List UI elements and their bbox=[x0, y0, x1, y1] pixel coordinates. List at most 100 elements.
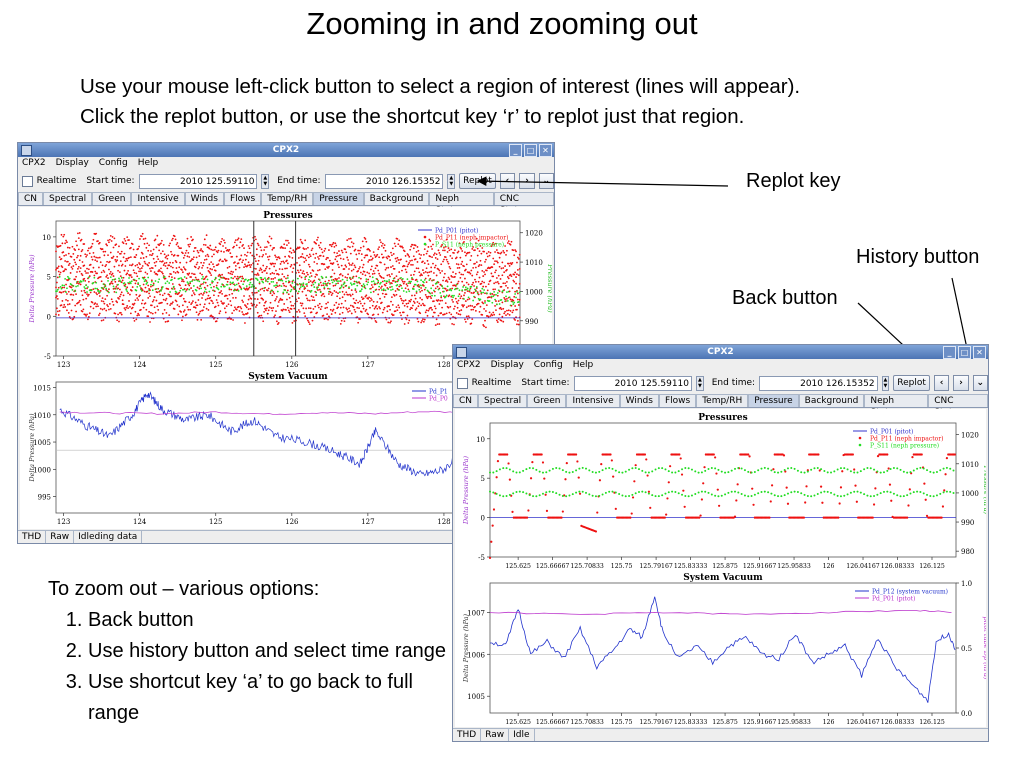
tab-green[interactable]: Green bbox=[527, 394, 567, 407]
impactor-point bbox=[108, 272, 111, 275]
neph-pressure-point bbox=[856, 490, 859, 493]
menu-config[interactable]: Config bbox=[533, 360, 563, 370]
back-button[interactable]: ‹ bbox=[933, 375, 950, 391]
impactor-point bbox=[435, 318, 438, 321]
minimize-icon[interactable]: _ bbox=[943, 346, 956, 359]
menu-display[interactable]: Display bbox=[490, 360, 524, 370]
realtime-checkbox[interactable] bbox=[457, 377, 468, 389]
tab-background[interactable]: Background bbox=[798, 394, 865, 407]
end-time-field[interactable]: 2010 126.15352 bbox=[324, 173, 444, 189]
back-button[interactable]: ‹ bbox=[499, 173, 516, 189]
history-button[interactable]: ⌄ bbox=[972, 375, 988, 391]
tab-flows[interactable]: Flows bbox=[223, 192, 262, 205]
plot-area[interactable]: Pressures 125.625 125.66667 125.70833 125.75… bbox=[455, 409, 988, 727]
start-time-field[interactable]: 2010 125.59110 bbox=[573, 375, 693, 391]
legend-label: Pd_P01 (pitot) bbox=[872, 596, 915, 603]
impactor-point bbox=[241, 299, 244, 302]
menu-config[interactable]: Config bbox=[98, 158, 128, 168]
tab-pressure[interactable]: Pressure bbox=[313, 192, 364, 205]
window-titlebar[interactable]: CPX2 _ □ ✕ bbox=[18, 143, 554, 157]
tab-cnc-status[interactable]: CNC Status bbox=[493, 192, 554, 216]
tab-spectral[interactable]: Spectral bbox=[478, 394, 528, 407]
neph-pressure-point bbox=[505, 295, 507, 298]
end-time-spinner[interactable]: ▲ ▼ bbox=[881, 375, 890, 391]
neph-pressure-point bbox=[882, 471, 885, 474]
impactor-point bbox=[239, 306, 242, 308]
chart-title: System Vacuum bbox=[248, 372, 328, 382]
maximize-icon[interactable]: □ bbox=[958, 346, 971, 359]
y2-axis-label: Pressure (hPa) bbox=[546, 263, 552, 313]
impactor-point bbox=[326, 306, 328, 309]
impactor-point bbox=[320, 305, 323, 308]
tab-intensive[interactable]: Intensive bbox=[566, 394, 620, 407]
tab-cn[interactable]: CN bbox=[18, 192, 44, 205]
window-titlebar[interactable]: CPX2 _ □ ✕ bbox=[453, 345, 988, 359]
app-icon bbox=[21, 145, 32, 156]
neph-pressure-point bbox=[237, 289, 240, 292]
minimize-icon[interactable]: _ bbox=[509, 144, 522, 157]
impactor-point bbox=[171, 239, 173, 242]
maximize-icon[interactable]: □ bbox=[524, 144, 537, 157]
impactor-point bbox=[377, 293, 380, 296]
tab-cnc-status[interactable]: CNC Status bbox=[928, 394, 988, 418]
menu-cpx2[interactable]: CPX2 bbox=[22, 158, 46, 168]
impactor-point bbox=[352, 242, 355, 245]
impactor-point bbox=[492, 241, 495, 244]
close-icon[interactable]: ✕ bbox=[973, 346, 986, 359]
impactor-point bbox=[235, 277, 238, 280]
tab-temp-rh[interactable]: Temp/RH bbox=[696, 394, 749, 407]
plot-frame bbox=[489, 582, 957, 714]
tab-neph-status[interactable]: Neph Status bbox=[864, 394, 929, 418]
impactor-point bbox=[315, 252, 318, 255]
impactor-point bbox=[384, 249, 387, 252]
forward-button[interactable]: › bbox=[519, 173, 535, 189]
start-time-spinner[interactable]: ▲ ▼ bbox=[261, 173, 270, 189]
neph-pressure-point bbox=[641, 490, 644, 493]
tab-cn[interactable]: CN bbox=[453, 394, 479, 407]
impactor-point bbox=[943, 489, 946, 492]
impactor-point bbox=[404, 287, 407, 290]
impactor-point bbox=[157, 258, 160, 261]
tab-pressure[interactable]: Pressure bbox=[748, 394, 799, 407]
menu-display[interactable]: Display bbox=[55, 158, 89, 168]
end-time-field[interactable]: 2010 126.15352 bbox=[759, 375, 878, 391]
impactor-point bbox=[68, 262, 71, 265]
realtime-checkbox[interactable] bbox=[22, 175, 33, 187]
tab-winds[interactable]: Winds bbox=[619, 394, 659, 407]
neph-pressure-point bbox=[362, 283, 365, 286]
tab-temp-rh[interactable]: Temp/RH bbox=[261, 192, 314, 205]
impactor-point bbox=[197, 278, 200, 281]
tab-green[interactable]: Green bbox=[92, 192, 132, 205]
impactor-point bbox=[284, 247, 287, 250]
x-tick-label: 125.70833 bbox=[570, 719, 604, 726]
tab-background[interactable]: Background bbox=[363, 192, 430, 205]
impactor-point bbox=[221, 237, 224, 240]
close-icon[interactable]: ✕ bbox=[539, 144, 552, 157]
start-time-spinner[interactable]: ▲ ▼ bbox=[696, 375, 704, 391]
menu-cpx2[interactable]: CPX2 bbox=[457, 360, 481, 370]
neph-pressure-point bbox=[120, 276, 123, 279]
impactor-point bbox=[410, 245, 412, 248]
neph-pressure-point bbox=[276, 290, 279, 293]
tab-flows[interactable]: Flows bbox=[658, 394, 697, 407]
tab-neph-status[interactable]: Neph Status bbox=[429, 192, 494, 216]
history-button[interactable]: ⌄ bbox=[538, 173, 554, 189]
start-time-field[interactable]: 2010 125.59110 bbox=[138, 173, 258, 189]
impactor-point bbox=[196, 249, 199, 252]
impactor-point bbox=[57, 265, 60, 268]
impactor-point bbox=[372, 290, 375, 293]
forward-button[interactable]: › bbox=[953, 375, 969, 391]
tab-winds[interactable]: Winds bbox=[184, 192, 224, 205]
impactor-point bbox=[173, 308, 176, 310]
end-time-spinner[interactable]: ▲ ▼ bbox=[447, 173, 456, 189]
menu-help[interactable]: Help bbox=[572, 360, 594, 370]
neph-pressure-point bbox=[760, 467, 763, 470]
neph-pressure-point bbox=[886, 469, 889, 472]
menu-help[interactable]: Help bbox=[137, 158, 159, 168]
replot-button[interactable]: Replot bbox=[459, 173, 496, 189]
replot-button[interactable]: Replot bbox=[893, 375, 930, 391]
tab-intensive[interactable]: Intensive bbox=[131, 192, 185, 205]
tab-spectral[interactable]: Spectral bbox=[43, 192, 93, 205]
